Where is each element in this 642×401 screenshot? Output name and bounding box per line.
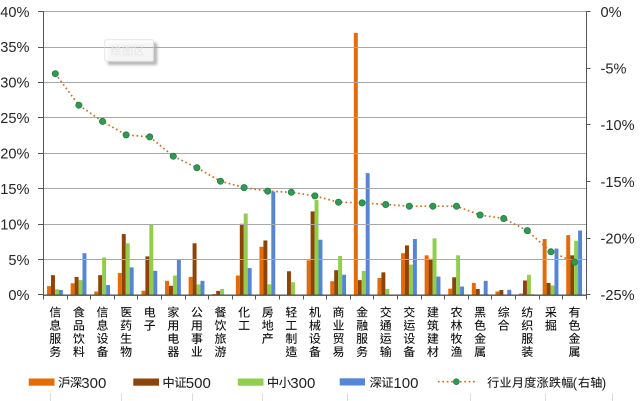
svg-text:10%: 10% (0, 217, 29, 233)
svg-text:-5%: -5% (601, 61, 627, 77)
svg-text:30%: 30% (0, 76, 29, 92)
svg-text:500: 500 (186, 375, 211, 392)
svg-text:5%: 5% (8, 253, 29, 269)
svg-text:-20%: -20% (601, 232, 635, 248)
svg-text:100: 100 (393, 375, 418, 392)
svg-text:(: ( (573, 376, 578, 391)
svg-text:20%: 20% (0, 147, 29, 163)
svg-text:300: 300 (290, 375, 315, 392)
svg-text:): ) (602, 376, 607, 391)
svg-text:40%: 40% (0, 5, 29, 21)
svg-text:0%: 0% (601, 5, 622, 21)
svg-text:0%: 0% (8, 288, 29, 304)
svg-text:25%: 25% (0, 111, 29, 127)
svg-text:35%: 35% (0, 40, 29, 56)
svg-text:15%: 15% (0, 182, 29, 198)
svg-text:-10%: -10% (601, 118, 635, 134)
svg-text:-15%: -15% (601, 175, 635, 191)
svg-text:-25%: -25% (601, 288, 635, 304)
svg-text:300: 300 (81, 375, 106, 392)
